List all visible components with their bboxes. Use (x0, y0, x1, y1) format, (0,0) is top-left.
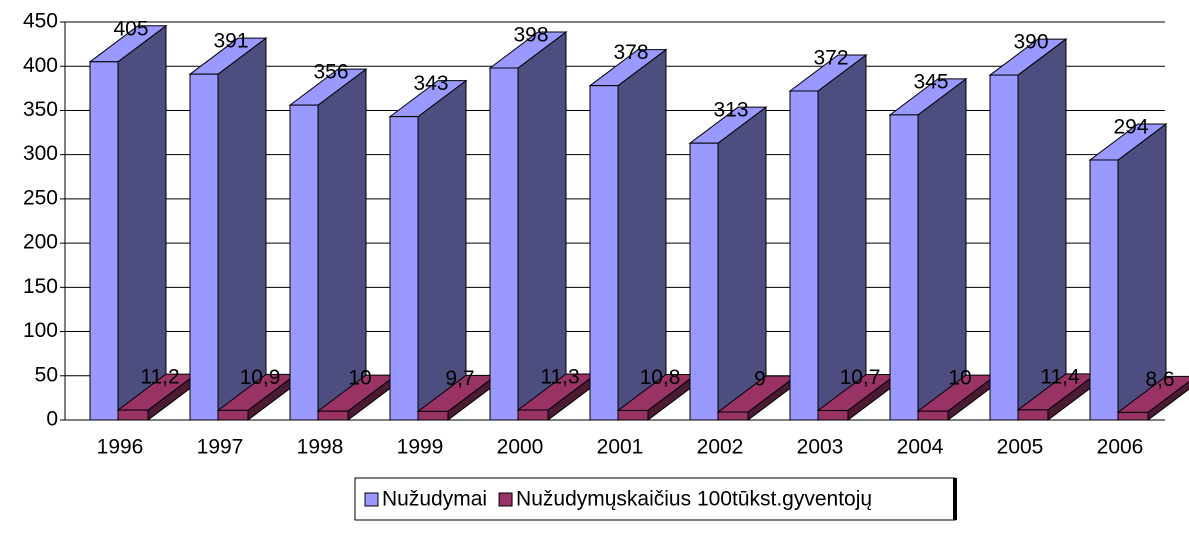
bar (816, 373, 898, 421)
bar (416, 374, 498, 421)
bar-face (117, 24, 167, 421)
x-tick-label: 2002 (697, 436, 744, 459)
bar-face (217, 409, 249, 421)
x-tick-label: 1996 (97, 436, 144, 459)
data-label: 390 (1013, 31, 1048, 54)
y-tick-label: 350 (23, 98, 58, 121)
data-label: 11,4 (1040, 365, 1080, 388)
x-tick-label: 2005 (997, 436, 1044, 459)
bar-face (817, 410, 849, 421)
bar (188, 37, 268, 421)
bar-face (789, 90, 819, 421)
data-label: 9 (754, 368, 766, 391)
bar-face (1089, 159, 1119, 421)
bar-face (1017, 409, 1049, 421)
y-tick-label: 300 (23, 142, 58, 165)
bar (988, 38, 1068, 421)
legend-swatch (364, 492, 379, 507)
data-label: 405 (113, 17, 148, 40)
data-label: 10 (948, 367, 971, 390)
bar-face (617, 409, 649, 421)
legend-box (354, 477, 956, 521)
y-tick-label: 250 (23, 186, 58, 209)
bar-face (1017, 38, 1067, 421)
data-label: 10,7 (840, 366, 881, 389)
x-tick-label: 1998 (297, 436, 344, 459)
y-tick-label: 100 (23, 319, 58, 342)
bar (388, 79, 468, 421)
data-label: 343 (413, 72, 448, 95)
data-label: 345 (913, 70, 948, 93)
bar-face (517, 409, 549, 421)
bar (116, 373, 198, 421)
x-tick-label: 2003 (797, 436, 844, 459)
bar (316, 374, 398, 421)
data-label: 398 (513, 24, 548, 47)
data-label: 9,7 (445, 367, 474, 390)
y-tick-label: 150 (23, 275, 58, 298)
bar-face (217, 37, 267, 421)
bar-face (489, 67, 519, 421)
data-label: 11,3 (540, 366, 579, 389)
data-label: 8,6 (1145, 368, 1174, 391)
bar-face (389, 116, 419, 421)
bar (1116, 375, 1189, 421)
data-label: 378 (613, 41, 648, 64)
data-label: 372 (813, 47, 848, 70)
x-tick-label: 1997 (197, 436, 244, 459)
x-tick-label: 2006 (1097, 436, 1144, 459)
data-label: 11,2 (140, 366, 179, 389)
bar (88, 24, 168, 421)
data-label: 391 (213, 30, 248, 53)
bar-face (689, 142, 719, 421)
bar (288, 68, 368, 421)
bar (488, 30, 568, 421)
bar-face (1117, 411, 1149, 421)
bar-face (889, 114, 919, 421)
legend-label: Nužudymai (382, 488, 487, 511)
bar (888, 77, 968, 421)
bar (916, 374, 998, 421)
bar-face (117, 409, 149, 421)
data-label: 294 (1113, 116, 1148, 139)
y-tick-label: 400 (23, 54, 58, 77)
bar (716, 375, 798, 421)
data-label: 10,8 (640, 366, 681, 389)
bar-face (617, 48, 667, 421)
bar-face (917, 410, 949, 421)
bar (788, 53, 868, 421)
data-label: 313 (713, 99, 748, 122)
bar-face (517, 30, 567, 421)
y-tick-label: 0 (46, 408, 58, 431)
x-tick-label: 2004 (897, 436, 944, 459)
legend-swatch (498, 492, 513, 507)
bar (588, 48, 668, 421)
x-tick-label: 1999 (397, 436, 444, 459)
bar-face (317, 410, 349, 421)
bar (216, 373, 298, 421)
bar-face (989, 74, 1019, 421)
legend-label: Nužudymųskaičius 100tūkst.gyventojų (516, 488, 872, 511)
x-tick-label: 2001 (597, 436, 644, 459)
bar-face (189, 73, 219, 421)
y-tick-label: 200 (23, 231, 58, 254)
data-label: 10 (348, 367, 371, 390)
bar-face (589, 85, 619, 421)
x-tick-label: 2000 (497, 436, 544, 459)
y-tick-label: 450 (23, 10, 58, 33)
bar-face (417, 410, 449, 421)
data-label: 10,9 (240, 366, 281, 389)
bar-face (289, 104, 319, 421)
bar (1088, 122, 1168, 421)
bar-face (89, 61, 119, 421)
y-tick-label: 50 (35, 363, 58, 386)
data-label: 356 (313, 61, 348, 84)
bar-face (717, 411, 749, 421)
